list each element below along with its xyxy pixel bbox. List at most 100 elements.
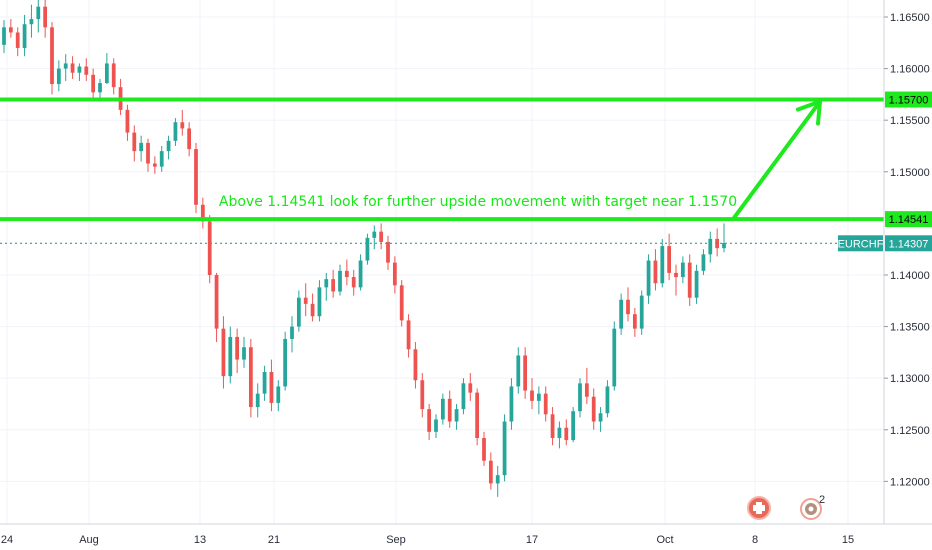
candle — [386, 235, 390, 270]
candle — [91, 68, 96, 100]
candle — [111, 58, 116, 95]
candle — [139, 135, 144, 162]
candle — [550, 407, 555, 446]
candle — [70, 56, 75, 79]
candle — [447, 390, 452, 428]
candle — [612, 321, 617, 391]
candle — [207, 215, 212, 284]
time-tick-label: 13 — [194, 534, 206, 546]
candle — [578, 378, 582, 418]
candle — [530, 378, 534, 410]
candle — [180, 109, 185, 136]
price-tick-label: 1.12000 — [890, 476, 930, 488]
candle — [104, 53, 109, 85]
price-tick-label: 1.16500 — [890, 12, 930, 24]
candle — [77, 63, 82, 81]
candle — [571, 407, 576, 443]
target-arrow — [731, 99, 822, 222]
time-tick-label: Aug — [79, 534, 99, 546]
candle — [235, 328, 240, 374]
candle — [626, 287, 630, 322]
price-tick-label: 1.14000 — [890, 270, 930, 282]
candle — [310, 293, 315, 322]
candle — [63, 54, 68, 81]
candle — [331, 269, 336, 298]
candle — [502, 414, 507, 482]
price-tick-label: 1.12500 — [890, 425, 930, 437]
candle — [482, 431, 486, 466]
swiss-flag-icon[interactable] — [747, 496, 771, 520]
candle — [619, 293, 624, 335]
level-price-tag — [885, 91, 932, 108]
candle — [296, 290, 301, 332]
candle — [591, 388, 596, 430]
candle — [715, 228, 720, 257]
candle — [187, 122, 192, 157]
candle — [701, 249, 706, 275]
candle — [29, 4, 34, 38]
price-tick-label: 1.13000 — [890, 373, 930, 385]
candle — [242, 336, 246, 368]
candle — [276, 380, 281, 412]
candle — [372, 225, 377, 250]
candle — [468, 373, 473, 401]
level-price-label: 1.14541 — [889, 214, 929, 226]
candle — [152, 156, 157, 174]
time-axis: 24 Aug 13 21 Sep 17 Oct 8 15 — [1, 534, 854, 546]
candle — [132, 125, 137, 162]
candle — [15, 27, 20, 57]
candle — [269, 359, 274, 412]
candle — [338, 264, 342, 296]
events-icon[interactable]: 2 — [800, 494, 825, 520]
candle — [639, 290, 644, 335]
candle — [454, 403, 459, 430]
candle — [8, 19, 13, 38]
candle — [214, 272, 219, 343]
symbol-label: EURCHF — [838, 238, 884, 250]
candle — [365, 233, 370, 265]
candle — [50, 22, 54, 95]
candle — [564, 419, 569, 446]
level-price-tag — [885, 211, 932, 228]
price-labels: 1.15700 1.14541 EURCHF 1.14307 — [838, 91, 932, 252]
candle — [84, 58, 89, 81]
level-price-label: 1.15700 — [889, 95, 929, 107]
annotation-text: Above 1.14541 look for further upside mo… — [219, 194, 737, 210]
arrow-shaft — [731, 99, 822, 222]
candle — [475, 388, 480, 446]
candle — [674, 264, 678, 296]
candle — [598, 407, 603, 432]
candle — [523, 347, 528, 399]
candle — [36, 0, 41, 33]
candle — [200, 197, 205, 229]
level-lines — [0, 97, 884, 244]
candle — [173, 118, 178, 146]
candle — [434, 414, 438, 439]
candle — [2, 20, 6, 54]
candle — [317, 280, 322, 322]
time-tick-label: 8 — [752, 534, 758, 546]
candle — [56, 60, 61, 92]
candle — [687, 254, 692, 306]
time-tick-label: Sep — [386, 534, 406, 546]
price-axis: 1.16500 1.16000 1.15500 1.15000 1.14000 1.135… — [884, 12, 930, 488]
candle — [221, 316, 226, 389]
symbol-tag — [838, 235, 883, 252]
candle — [228, 326, 233, 384]
candle — [461, 378, 466, 415]
time-tick-label: 24 — [1, 534, 13, 546]
candle — [358, 254, 363, 291]
candle — [324, 272, 329, 301]
candle — [667, 233, 672, 281]
candle — [379, 223, 384, 250]
svg-text:2: 2 — [819, 494, 825, 506]
candle — [536, 386, 541, 415]
candle — [125, 104, 130, 141]
candle — [653, 249, 658, 291]
candle — [632, 308, 637, 337]
candle — [440, 393, 445, 425]
candle — [516, 347, 521, 394]
candle — [399, 280, 404, 327]
candle — [290, 316, 294, 353]
